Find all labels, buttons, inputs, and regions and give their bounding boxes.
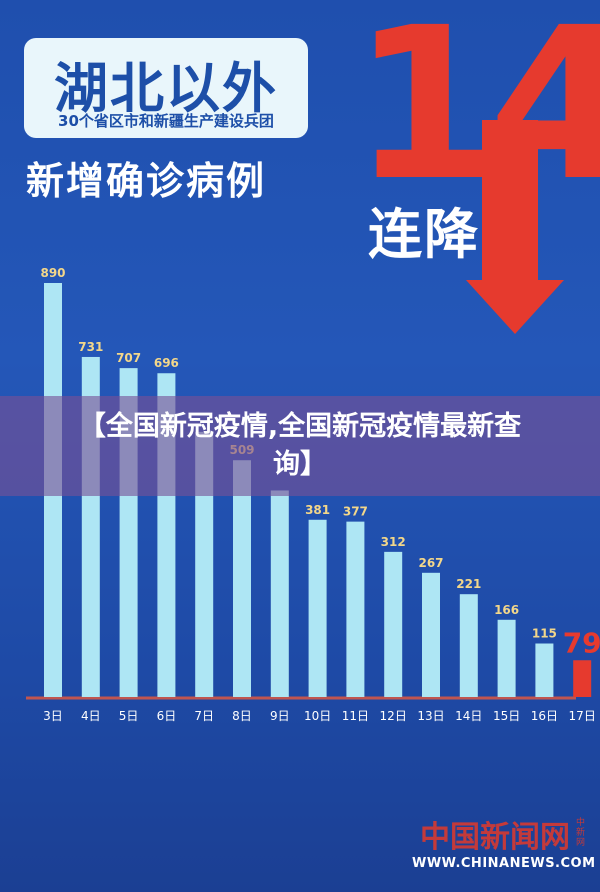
value-label-13日: 267: [418, 556, 443, 570]
x-tick-label: 16日: [531, 709, 558, 723]
value-label-12日: 312: [381, 535, 406, 549]
bar-9日: [270, 490, 289, 697]
bar-8日: [233, 460, 251, 697]
value-label-15日: 166: [494, 603, 519, 617]
bar-12日: [384, 551, 403, 697]
x-tick-label: 5日: [119, 709, 139, 723]
x-tick-label: 13日: [417, 709, 444, 723]
x-tick-label: 7日: [194, 709, 214, 723]
value-label-3日: 890: [40, 266, 65, 280]
bar-10日: [308, 519, 327, 697]
bar-11日: [346, 521, 365, 697]
x-tick-label: 10日: [304, 709, 331, 723]
x-tick-label: 14日: [455, 709, 482, 723]
x-tick-label: 4日: [81, 709, 101, 723]
value-label-11日: 377: [343, 505, 368, 519]
source-logo: 中国新闻网: [420, 820, 570, 855]
consecutive-label: 连降: [368, 203, 480, 266]
source-badge: 中新网: [576, 818, 586, 848]
x-tick-label: 11日: [342, 709, 369, 723]
bar-14日: [459, 594, 478, 697]
source-url: WWW.CHINANEWS.COM: [412, 856, 596, 871]
headline-subtitle: 30个省区市和新疆生产建设兵团: [58, 112, 274, 130]
x-tick-label: 17日: [569, 709, 596, 723]
x-tick-label: 15日: [493, 709, 520, 723]
value-label-14日: 221: [456, 577, 481, 591]
value-label-16日: 115: [532, 627, 557, 641]
x-tick-label: 6日: [157, 709, 177, 723]
banner-text: 【全国新冠疫情,全国新冠疫情最新查询】: [78, 411, 522, 480]
bar-7日: [195, 431, 214, 697]
bar-17日: [573, 660, 592, 697]
x-tick-label: 12日: [380, 709, 407, 723]
headline-title: 湖北以外: [54, 57, 278, 120]
x-tick-label: 9日: [270, 709, 290, 723]
big-number: 14: [352, 0, 600, 227]
x-tick-label: 3日: [43, 709, 63, 723]
value-label-4日: 731: [78, 340, 103, 354]
value-label-17日: 79: [563, 626, 600, 659]
title-box: 湖北以外 30个省区市和新疆生产建设兵团: [24, 38, 308, 138]
headline-line2: 新增确诊病例: [26, 159, 267, 203]
x-tick-label: 8日: [232, 709, 252, 723]
value-label-10日: 381: [305, 503, 330, 517]
bar-16日: [535, 643, 554, 697]
value-label-5日: 707: [116, 351, 141, 365]
bar-13日: [422, 572, 440, 697]
value-label-6日: 696: [154, 356, 179, 370]
overlay-banner: 【全国新冠疫情,全国新冠疫情最新查询】: [0, 396, 600, 496]
down-arrow-icon: [466, 120, 564, 334]
bar-15日: [497, 619, 516, 697]
